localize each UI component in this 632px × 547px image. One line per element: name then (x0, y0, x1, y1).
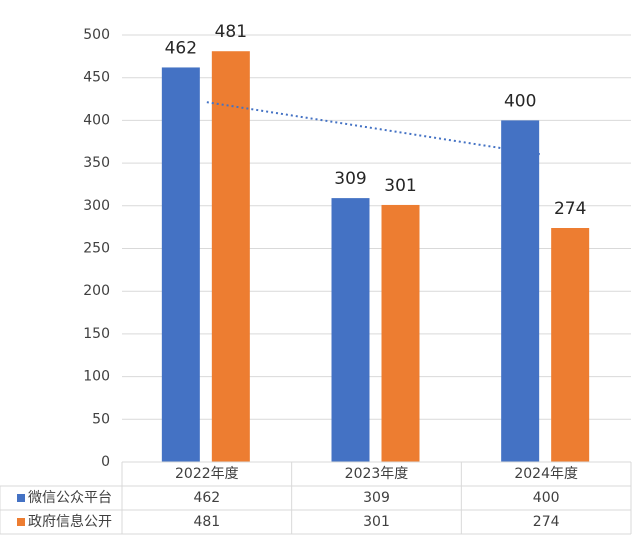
table-cell: 301 (363, 514, 390, 530)
table-cell: 481 (193, 514, 220, 530)
bar (211, 51, 250, 462)
bar (331, 198, 370, 462)
y-tick-label: 100 (83, 369, 110, 385)
x-tick-label: 2024年度 (514, 466, 578, 482)
legend-label: 政府信息公开 (28, 513, 112, 530)
trendline (206, 101, 542, 156)
y-tick-label: 50 (92, 411, 110, 427)
y-tick-label: 350 (83, 155, 110, 171)
data-label: 301 (384, 176, 416, 196)
table-cell: 309 (363, 490, 390, 506)
y-tick-label: 400 (83, 112, 110, 128)
y-tick-label: 200 (83, 283, 110, 299)
data-label: 274 (554, 199, 586, 219)
y-tick-label: 0 (101, 454, 110, 470)
table-cell: 274 (533, 514, 560, 530)
y-tick-label: 250 (83, 241, 110, 257)
bar (501, 120, 540, 463)
legend-swatch (17, 494, 25, 502)
y-tick-label: 500 (83, 27, 110, 43)
bar (381, 204, 420, 463)
data-label: 309 (334, 169, 366, 189)
table-cell: 462 (193, 490, 220, 506)
data-label: 400 (504, 91, 536, 111)
data-label: 462 (165, 38, 197, 58)
y-tick-label: 300 (83, 198, 110, 214)
bar (551, 228, 590, 462)
bar (161, 67, 200, 463)
x-tick-label: 2022年度 (175, 466, 239, 482)
legend-swatch (17, 518, 25, 526)
y-tick-label: 150 (83, 326, 110, 342)
table-cell: 400 (533, 490, 560, 506)
legend-label: 微信公众平台 (28, 490, 112, 506)
data-label: 481 (215, 22, 247, 42)
y-tick-label: 450 (83, 70, 110, 86)
x-tick-label: 2023年度 (345, 466, 409, 482)
